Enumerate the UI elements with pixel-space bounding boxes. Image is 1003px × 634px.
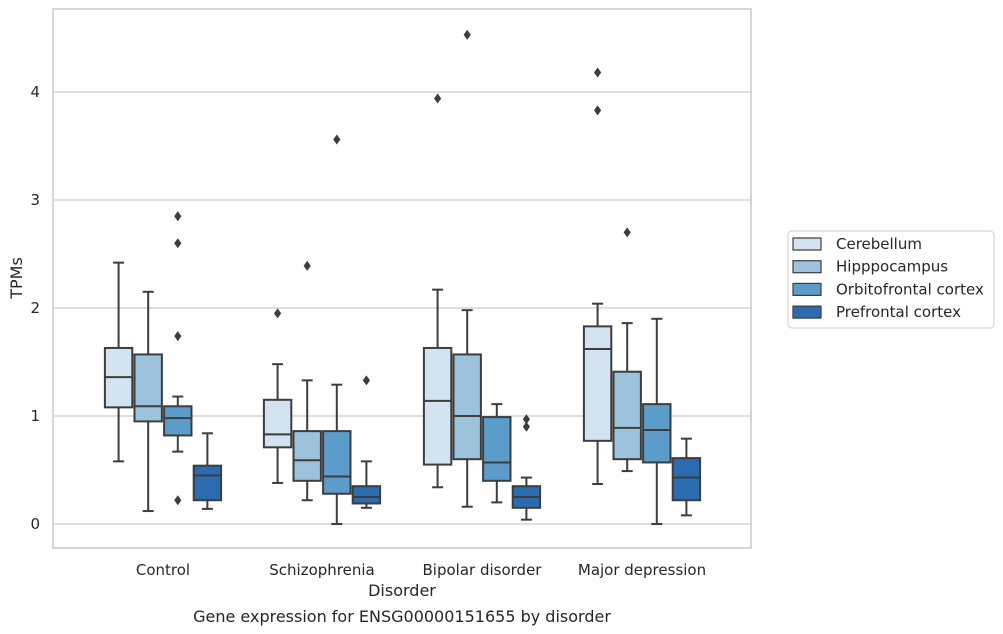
box-iqr bbox=[292, 430, 322, 482]
box-cerebellum-control bbox=[103, 261, 134, 463]
y-tick-labels: 0 1 2 3 4 bbox=[30, 83, 40, 533]
legend-frame bbox=[787, 230, 995, 329]
plot-frame bbox=[52, 8, 752, 549]
outlier-point bbox=[362, 375, 370, 386]
box-hipppocampus-control bbox=[133, 290, 163, 513]
y-tick-label: 0 bbox=[30, 515, 40, 533]
legend-label-orbitofrontal-cortex: Orbitofrontal cortex bbox=[836, 280, 984, 298]
box-cerebellum-bipolar-disorder bbox=[422, 93, 453, 489]
box-iqr bbox=[422, 346, 453, 466]
box-orbitofrontal-cortex-bipolar-disorder bbox=[482, 403, 512, 504]
outlier-point bbox=[174, 495, 182, 506]
box-hipppocampus-bipolar-disorder bbox=[452, 29, 482, 508]
box-iqr bbox=[322, 430, 352, 495]
box-prefrontal-cortex-control bbox=[192, 432, 223, 510]
y-tick-label: 2 bbox=[30, 299, 40, 317]
legend-swatch-hipppocampus bbox=[792, 260, 822, 274]
box-iqr bbox=[482, 416, 512, 482]
x-tick-label: Control bbox=[136, 561, 190, 579]
outlier-point bbox=[522, 421, 530, 432]
box-hipppocampus-major-depression bbox=[612, 227, 642, 473]
y-axis-label: TPMs bbox=[7, 257, 26, 300]
legend-swatch-cerebellum bbox=[792, 237, 822, 251]
outlier-point bbox=[274, 308, 282, 319]
y-tick-label: 4 bbox=[30, 83, 40, 101]
box-iqr bbox=[582, 325, 613, 442]
box-iqr bbox=[163, 405, 193, 437]
box-prefrontal-cortex-schizophrenia bbox=[351, 375, 382, 509]
legend-label-cerebellum: Cerebellum bbox=[836, 235, 922, 253]
box-orbitofrontal-cortex-major-depression bbox=[642, 317, 672, 525]
x-tick-labels: Control Schizophrenia Bipolar disorder Majo… bbox=[136, 561, 706, 579]
box-iqr bbox=[351, 485, 382, 505]
box-groups bbox=[103, 29, 702, 525]
outlier-point bbox=[333, 134, 341, 145]
outlier-point bbox=[522, 414, 530, 425]
y-tick-label: 3 bbox=[30, 191, 40, 209]
box-prefrontal-cortex-bipolar-disorder bbox=[511, 414, 542, 521]
box-iqr bbox=[262, 398, 293, 449]
outlier-point bbox=[174, 238, 182, 249]
x-tick-label: Major depression bbox=[578, 561, 706, 579]
outlier-point bbox=[174, 211, 182, 222]
x-tick-label: Schizophrenia bbox=[269, 561, 374, 579]
y-tick-label: 1 bbox=[30, 407, 40, 425]
box-iqr bbox=[133, 353, 163, 423]
legend-swatch-prefrontal-cortex bbox=[792, 305, 822, 319]
outlier-point bbox=[594, 105, 602, 116]
box-iqr bbox=[612, 370, 642, 461]
outlier-point bbox=[463, 29, 471, 40]
x-axis-label: Disorder bbox=[368, 581, 436, 600]
outlier-point bbox=[594, 67, 602, 78]
box-iqr bbox=[452, 353, 482, 461]
outlier-point bbox=[623, 227, 631, 238]
outlier-point bbox=[174, 331, 182, 342]
box-orbitofrontal-cortex-schizophrenia bbox=[322, 134, 352, 525]
box-cerebellum-schizophrenia bbox=[262, 308, 293, 484]
outlier-point bbox=[303, 260, 311, 271]
box-hipppocampus-schizophrenia bbox=[292, 260, 322, 502]
box-prefrontal-cortex-major-depression bbox=[671, 437, 702, 517]
chart-caption: Gene expression for ENSG00000151655 by d… bbox=[193, 607, 611, 626]
box-orbitofrontal-cortex-control bbox=[163, 211, 193, 506]
box-iqr bbox=[192, 464, 223, 502]
box-cerebellum-major-depression bbox=[582, 67, 613, 486]
legend-swatch-orbitofrontal-cortex bbox=[792, 282, 822, 296]
outlier-point bbox=[434, 93, 442, 104]
legend-label-prefrontal-cortex: Prefrontal cortex bbox=[836, 303, 961, 321]
legend-label-hipppocampus: Hipppocampus bbox=[836, 258, 948, 276]
box-iqr bbox=[671, 457, 702, 502]
x-tick-label: Bipolar disorder bbox=[423, 561, 543, 579]
box-iqr bbox=[642, 403, 672, 464]
legend: Cerebellum Hipppocampus Orbitofrontal cort… bbox=[787, 230, 995, 329]
